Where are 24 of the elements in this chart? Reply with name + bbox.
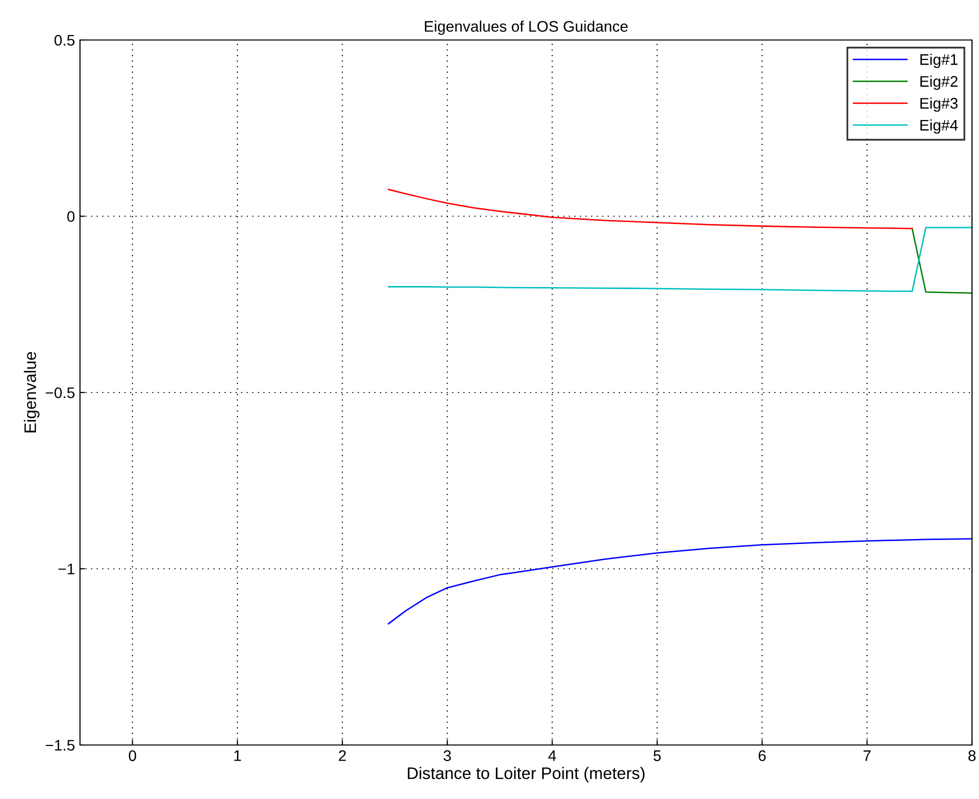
x-tick-label: 5 [654, 750, 661, 762]
legend-label: Eig#1 [920, 54, 958, 68]
x-tick-label: 4 [548, 750, 556, 761]
x-tick-label: 7 [864, 750, 871, 761]
x-tick-label: 3 [444, 750, 451, 762]
y-tick-label: −0.5 [46, 387, 74, 398]
line-series [388, 226, 972, 292]
x-tick-label: 1 [234, 750, 241, 761]
y-tick-label: 0 [67, 211, 75, 222]
x-tick-label: 0 [128, 750, 136, 762]
line-series [388, 188, 913, 230]
legend-label: Eig#3 [920, 98, 958, 112]
x-tick-label: 8 [968, 750, 976, 762]
y-axis-title: Eigenvalue [24, 352, 40, 432]
legend-label: Eig#4 [920, 119, 958, 134]
x-tick-label: 2 [338, 750, 346, 761]
legend-label: Eig#2 [920, 76, 958, 90]
y-tick-label: −1 [58, 564, 74, 574]
y-tick-label: 0.5 [54, 34, 74, 46]
chart-title: Eigenvalues of LOS Guidance [424, 20, 628, 35]
line-series [388, 538, 972, 624]
x-axis-title: Distance to Loiter Point (meters) [408, 766, 644, 782]
y-tick-label: −1.5 [46, 740, 74, 751]
x-tick-label: 6 [758, 750, 766, 762]
